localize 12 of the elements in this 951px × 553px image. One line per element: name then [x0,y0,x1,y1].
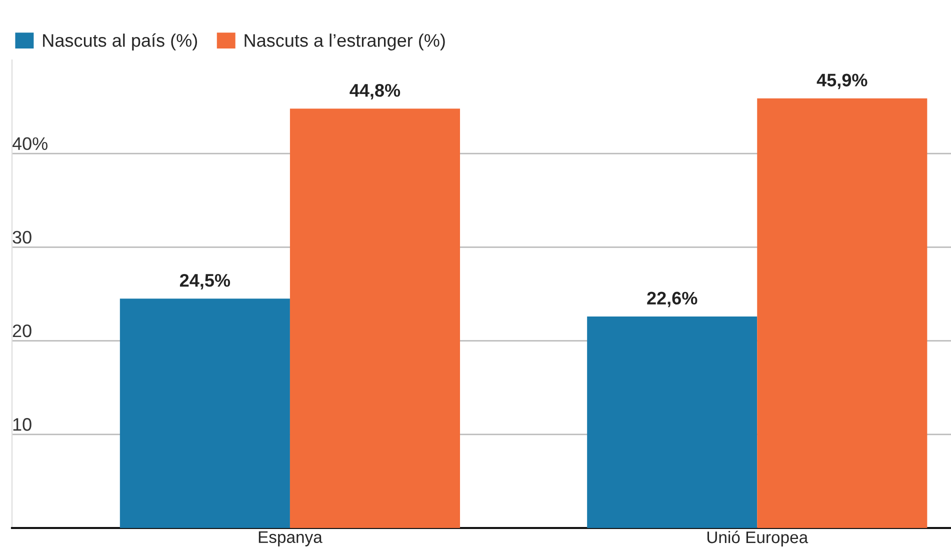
legend-label: Nascuts al país (%) [43,33,198,50]
y-tick-label: 30 [12,230,32,244]
data-label: 45,9% [816,74,868,90]
data-label: 24,5% [180,274,230,290]
y-tick-label: 40% [12,137,48,150]
x-tick-label: Unió Europea [707,530,808,547]
y-tick-label: 10 [13,418,32,431]
data-label: 44,8% [350,84,400,100]
data-label: 22,6% [647,292,698,308]
y-tick-label: 20 [12,324,32,338]
x-tick-label: Espanya [258,531,322,546]
legend-label: Nascuts a l’estranger (%) [244,34,445,50]
